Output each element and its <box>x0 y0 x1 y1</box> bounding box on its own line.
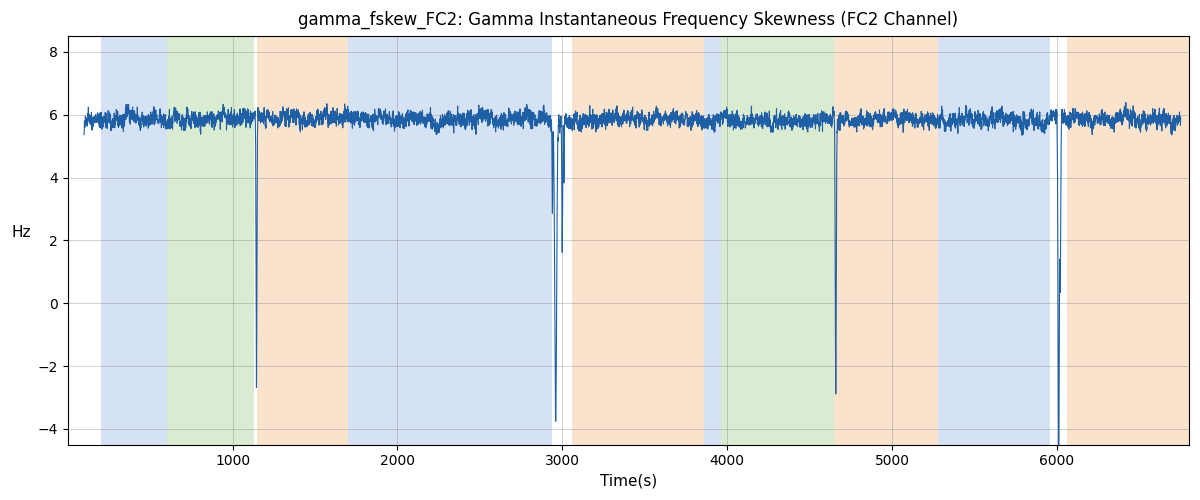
Bar <box>257 36 348 445</box>
X-axis label: Time(s): Time(s) <box>600 474 656 489</box>
Bar <box>348 36 552 445</box>
Bar <box>834 36 938 445</box>
Y-axis label: Hz: Hz <box>11 226 31 240</box>
Bar <box>167 36 254 445</box>
Bar <box>1067 36 1189 445</box>
Bar <box>938 36 1050 445</box>
Title: gamma_fskew_FC2: Gamma Instantaneous Frequency Skewness (FC2 Channel): gamma_fskew_FC2: Gamma Instantaneous Fre… <box>298 11 959 30</box>
Bar <box>101 36 167 445</box>
Bar <box>720 36 834 445</box>
Bar <box>704 36 720 445</box>
Bar <box>572 36 704 445</box>
